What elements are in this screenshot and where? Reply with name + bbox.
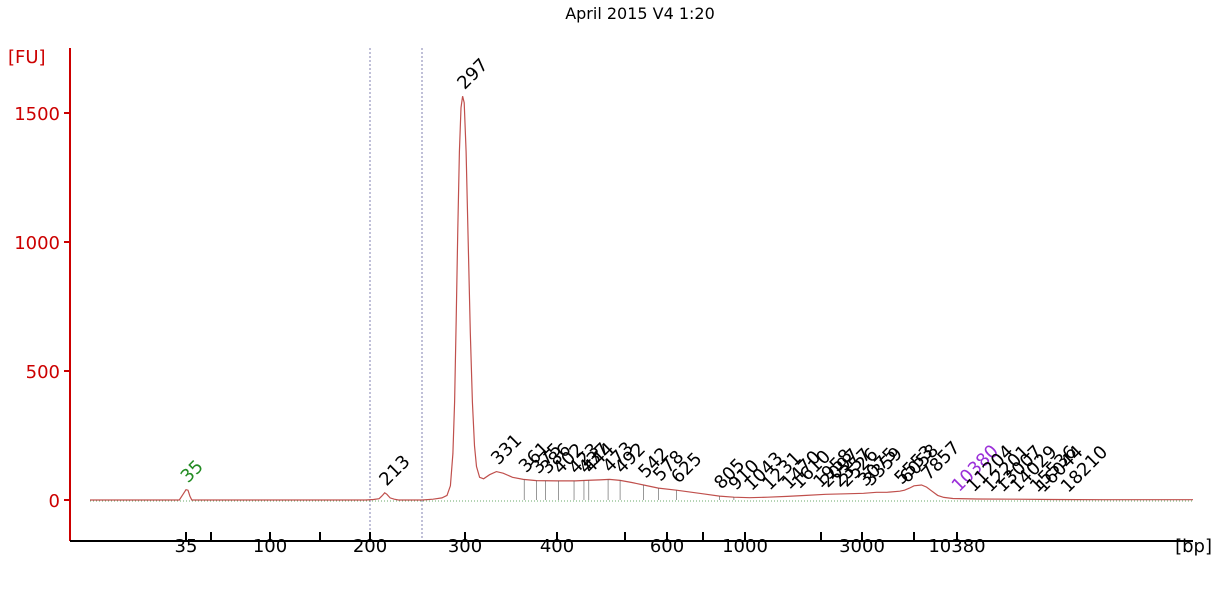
x-tick-label-600: 600 — [650, 536, 684, 557]
series-trace-0 — [90, 96, 1193, 501]
x-tick-label-3000: 3000 — [839, 536, 885, 557]
peak-labels: 35 21329733136137538640242343744447349254… — [177, 55, 1112, 500]
x-tick-label-100: 100 — [253, 536, 287, 557]
x-tick-label-35: 35 — [175, 536, 198, 557]
x-tick-label-300: 300 — [448, 536, 482, 557]
y-axis: 0 500 1000 1500 — [14, 48, 71, 541]
x-axis: 35 100 200 300 400 600 1000 3000 10380 — [70, 532, 1193, 557]
y-tick-label-0: 0 — [49, 491, 60, 512]
peak-label-35: 35 — [177, 456, 208, 487]
x-tick-label-1000: 1000 — [722, 536, 768, 557]
y-tick-label-1500: 1500 — [14, 104, 60, 125]
chart-title: April 2015 V4 1:20 — [565, 4, 715, 23]
y-tick-label-1000: 1000 — [14, 233, 60, 254]
trace-layer — [90, 96, 1193, 502]
peak-label-213: 213 — [375, 451, 414, 490]
peak-label-297: 297 — [453, 55, 492, 94]
x-tick-label-10380: 10380 — [928, 536, 985, 557]
y-tick-label-500: 500 — [26, 362, 60, 383]
x-tick-label-200: 200 — [353, 536, 387, 557]
x-tick-label-400: 400 — [540, 536, 574, 557]
y-axis-label: [FU] — [8, 47, 46, 68]
x-axis-label: [bp] — [1175, 536, 1212, 557]
